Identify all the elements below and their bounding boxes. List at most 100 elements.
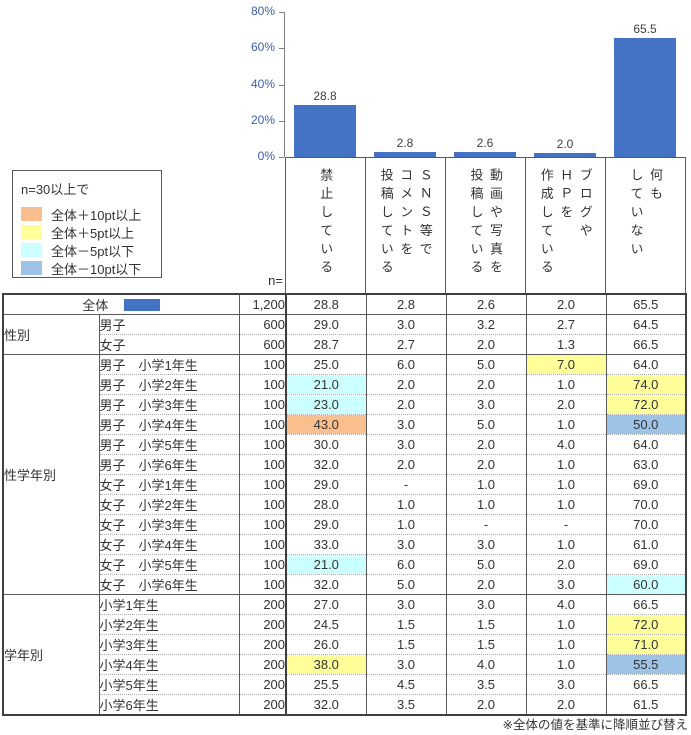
data-value-cell: 2.0 bbox=[525, 694, 607, 715]
table-row: 男子 小学4年生 100 43.0 3.0 5.0 1.0 50.0 bbox=[3, 414, 687, 435]
n-value-cell: 100 bbox=[238, 354, 287, 375]
data-value-cell: 1.0 bbox=[365, 514, 447, 535]
data-value-cell: 1.5 bbox=[445, 614, 527, 635]
bar bbox=[294, 105, 356, 157]
n-value-cell: 600 bbox=[238, 334, 287, 355]
bar bbox=[614, 38, 676, 157]
table-row: 学年別 小学1年生 200 27.0 3.0 3.0 4.0 66.5 bbox=[2, 594, 687, 715]
data-value-cell: 66.5 bbox=[605, 594, 687, 615]
data-value-cell: 1.0 bbox=[525, 634, 607, 655]
row-label-cell: 女子 小学4年生 bbox=[98, 534, 240, 555]
row-label-cell: 男子 小学4年生 bbox=[98, 414, 240, 435]
y-axis-label: 40% bbox=[250, 77, 275, 91]
data-value-cell: 61.0 bbox=[605, 534, 687, 555]
data-value-cell: 5.0 bbox=[365, 574, 447, 595]
bar-value-label: 2.8 bbox=[396, 136, 414, 150]
n-value-cell: 100 bbox=[238, 514, 287, 535]
data-value-cell: 1.0 bbox=[525, 454, 607, 475]
row-label-cell: 男子 小学2年生 bbox=[98, 374, 240, 395]
data-value-cell: 26.0 bbox=[285, 634, 367, 655]
y-axis-label: 0% bbox=[257, 149, 275, 163]
bar-value-label: 28.8 bbox=[313, 89, 337, 103]
bar-value-label: 2.0 bbox=[556, 137, 574, 151]
n-value-cell: 100 bbox=[238, 414, 287, 435]
data-value-cell: 21.0 bbox=[285, 554, 367, 575]
data-value-cell: 55.5 bbox=[605, 654, 687, 675]
data-value-cell: 60.0 bbox=[605, 574, 687, 595]
category-header-text: 何も していない bbox=[628, 168, 664, 261]
bar-value-label: 2.6 bbox=[476, 136, 494, 150]
y-axis-label: 80% bbox=[250, 4, 275, 18]
data-value-cell: 25.5 bbox=[285, 674, 367, 695]
overall-series-swatch bbox=[124, 298, 161, 311]
data-value-cell: 1.0 bbox=[525, 474, 607, 495]
row-label-cell: 小学4年生 bbox=[98, 654, 240, 675]
row-label-cell: 女子 bbox=[98, 334, 240, 355]
data-value-cell: 29.0 bbox=[285, 474, 367, 495]
data-value-cell: 61.5 bbox=[605, 694, 687, 715]
data-value-cell: 3.0 bbox=[525, 674, 607, 695]
data-value-cell: 1.0 bbox=[445, 474, 527, 495]
data-value-cell: 6.0 bbox=[365, 354, 447, 375]
data-value-cell: 38.0 bbox=[285, 654, 367, 675]
data-value-cell: 71.0 bbox=[605, 634, 687, 655]
table-row: 女子 小学1年生 100 29.0-1.0 1.0 69.0 bbox=[3, 474, 687, 495]
data-value-cell: 4.0 bbox=[445, 654, 527, 675]
data-value-cell: 70.0 bbox=[605, 494, 687, 515]
n-value-cell: 100 bbox=[238, 454, 287, 475]
data-value-cell: 21.0 bbox=[285, 374, 367, 395]
data-value-cell: 1.3 bbox=[525, 334, 607, 355]
y-axis-tick bbox=[279, 48, 284, 49]
n-value-cell: 100 bbox=[238, 574, 287, 595]
data-value-cell: 3.0 bbox=[445, 394, 527, 415]
legend-item-label: 全体－5pt以下 bbox=[51, 243, 135, 259]
data-value-cell: 1.0 bbox=[525, 494, 607, 515]
data-value-cell: 28.8 bbox=[285, 293, 367, 315]
table-row: 小学3年生 200 26.0 1.5 1.5 1.0 71.0 bbox=[3, 634, 687, 655]
data-value-cell: 2.0 bbox=[445, 434, 527, 455]
data-value-cell: 33.0 bbox=[285, 534, 367, 555]
data-value-cell: 3.0 bbox=[445, 534, 527, 555]
data-value-cell: 66.5 bbox=[605, 674, 687, 695]
data-value-cell: 5.0 bbox=[445, 554, 527, 575]
data-value-cell: 29.0 bbox=[285, 314, 367, 335]
data-value-cell: 2.0 bbox=[365, 454, 447, 475]
y-axis-tick bbox=[279, 12, 284, 13]
y-axis-label: 20% bbox=[250, 113, 275, 127]
data-value-cell: 63.0 bbox=[605, 454, 687, 475]
bar-column: 65.5 bbox=[605, 12, 685, 157]
data-value-cell: 2.0 bbox=[525, 293, 607, 315]
overall-label: 全体 bbox=[82, 298, 109, 313]
data-value-cell: 2.0 bbox=[365, 394, 447, 415]
n-value-cell: 1,200 bbox=[238, 293, 287, 315]
table-row: 小学5年生 200 25.5 4.5 3.5 3.0 66.5 bbox=[3, 674, 687, 695]
data-value-cell: 2.0 bbox=[445, 374, 527, 395]
bar-value-label: 65.5 bbox=[633, 22, 657, 36]
y-axis-tick bbox=[279, 157, 284, 158]
data-value-cell: 2.0 bbox=[525, 394, 607, 415]
category-header-text: 禁止している bbox=[318, 168, 334, 279]
overall-label-cell: 全体 bbox=[2, 293, 240, 315]
row-label-cell: 女子 小学5年生 bbox=[98, 554, 240, 575]
legend-swatch bbox=[21, 243, 42, 257]
data-value-cell: 1.5 bbox=[365, 614, 447, 635]
row-label-cell: 男子 小学6年生 bbox=[98, 454, 240, 475]
row-label-cell: 男子 小学3年生 bbox=[98, 394, 240, 415]
bar bbox=[534, 153, 596, 157]
data-value-cell: 64.0 bbox=[605, 354, 687, 375]
data-value-cell: 25.0 bbox=[285, 354, 367, 375]
legend-title: n=30以上で bbox=[21, 182, 90, 197]
bar-column: 2.8 bbox=[365, 12, 445, 157]
data-table: 全体 1,200 28.8 2.8 2.6 2.0 65.5 性別 男子 600 29.0 3.0 3.… bbox=[2, 293, 688, 716]
n-value-cell: 200 bbox=[238, 694, 287, 715]
table-row: 全体 1,200 28.8 2.8 2.6 2.0 65.5 bbox=[2, 293, 687, 315]
data-value-cell: 3.0 bbox=[365, 654, 447, 675]
data-value-cell: 6.0 bbox=[365, 554, 447, 575]
row-label-cell: 小学2年生 bbox=[98, 614, 240, 635]
data-value-cell: 1.0 bbox=[525, 614, 607, 635]
row-label-cell: 女子 小学6年生 bbox=[98, 574, 240, 595]
data-value-cell: 3.5 bbox=[445, 674, 527, 695]
n-value-cell: 200 bbox=[238, 614, 287, 635]
data-value-cell: 1.0 bbox=[525, 534, 607, 555]
bar-column: 2.6 bbox=[445, 12, 525, 157]
